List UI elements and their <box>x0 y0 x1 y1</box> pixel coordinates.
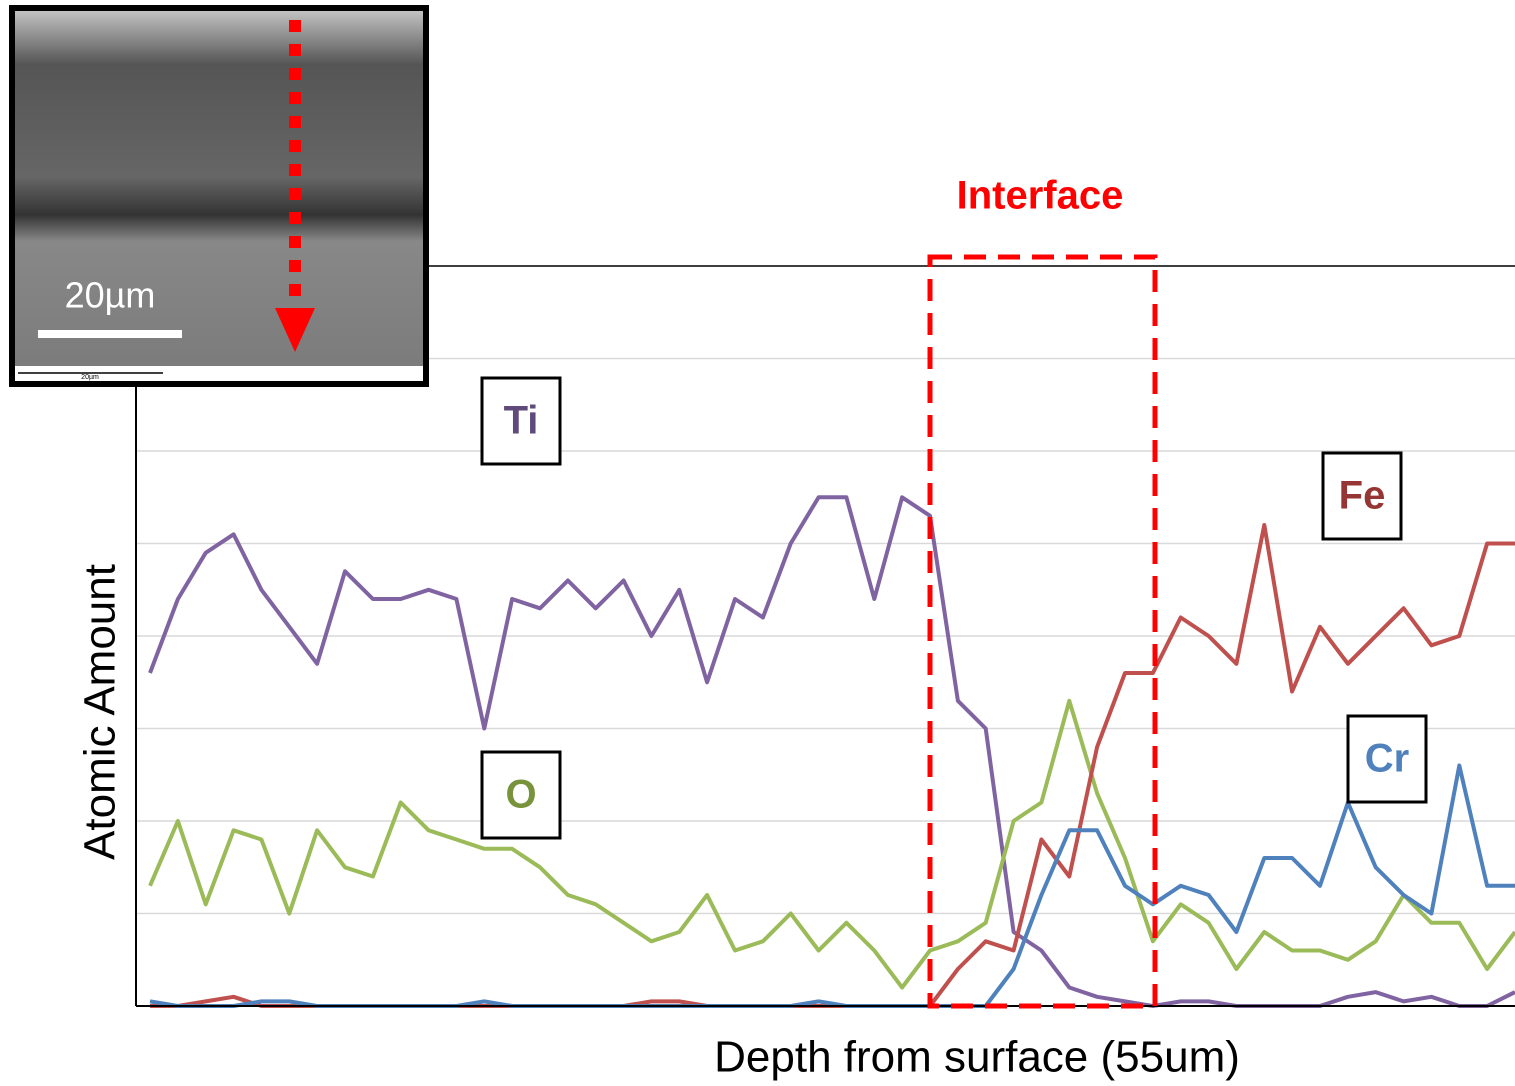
legend-label: Ti <box>504 399 539 443</box>
x-axis-title: Depth from surface (55um) <box>714 1033 1240 1082</box>
legend-box <box>480 376 562 466</box>
inset: 20µm 20µm <box>9 5 429 387</box>
annotation: Interface <box>957 174 1124 218</box>
interface-box <box>927 254 1158 1009</box>
y-axis-title: Atomic Amount <box>76 564 125 860</box>
legend-box <box>1346 714 1428 804</box>
scan-arrow <box>275 308 315 352</box>
series-line <box>148 698 1515 990</box>
inset-strip <box>15 366 423 381</box>
inset-image <box>9 5 429 387</box>
legend-box <box>1321 451 1403 541</box>
inset-small-label: 20µm <box>81 374 99 381</box>
legend-box <box>480 750 562 840</box>
legend-label: O <box>505 773 536 817</box>
scale-label: 20µm <box>65 275 156 316</box>
series-line <box>148 495 1515 1008</box>
series-line <box>149 763 1515 1008</box>
legend-label: Cr <box>1365 737 1409 781</box>
legend-label: Fe <box>1339 474 1386 518</box>
